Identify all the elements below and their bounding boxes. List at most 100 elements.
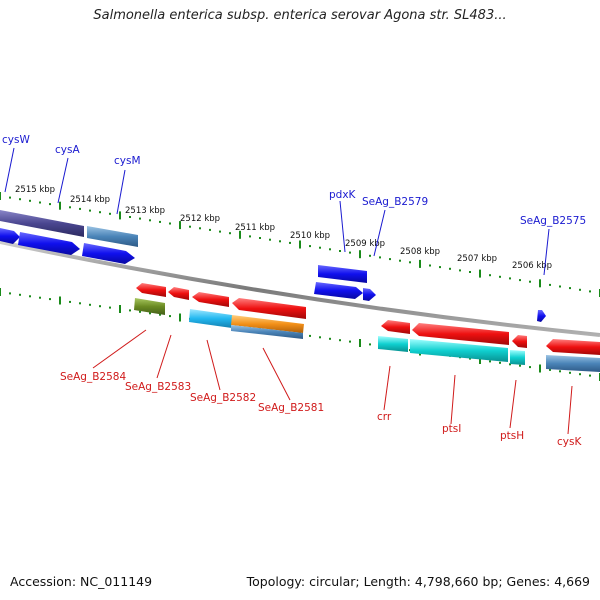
label-SeAg_B2575[interactable]: SeAg_B2575 [520,215,586,227]
gene-red-3[interactable] [192,292,229,307]
minor-tick [279,240,281,243]
minor-tick [209,228,211,231]
minor-tick [9,292,11,295]
label-SeAg_B2579[interactable]: SeAg_B2579 [362,196,428,208]
minor-tick [19,198,21,201]
tick-label: 2510 kbp [290,231,330,241]
label-SeAg_B2584[interactable]: SeAg_B2584 [60,371,126,383]
gene-cysW[interactable] [0,210,84,237]
minor-tick [389,258,391,261]
tick-label: 2511 kbp [235,223,275,233]
gene-ptsI[interactable] [410,339,508,362]
gene-SeAg_B2581[interactable] [231,315,304,333]
gene-SeAg_B2575[interactable] [537,310,546,322]
minor-tick [449,267,451,270]
label-ptsI[interactable]: ptsI [442,423,461,435]
label-cysK[interactable]: cysK [557,436,582,448]
gene-red-2[interactable] [168,287,189,300]
major-tick [479,269,481,278]
major-tick [299,240,301,249]
minor-tick [549,283,551,286]
gene-red-6[interactable] [412,323,509,345]
gene-cysM[interactable] [87,226,138,247]
minor-tick [549,368,551,371]
bottom-leader-lines [92,329,573,435]
minor-tick [469,271,471,273]
minor-tick [429,264,431,267]
label-cysW[interactable]: cysW [2,134,30,146]
gene-SeAg_B2581-b[interactable] [231,325,303,339]
major-tick [59,201,61,210]
label-pdxK[interactable]: pdxK [329,189,357,201]
minor-tick [199,227,201,230]
major-tick [539,364,541,373]
gene-crr[interactable] [378,336,408,352]
minor-tick [509,277,511,280]
minor-tick [229,232,231,235]
minor-tick [99,305,101,308]
reverse-genes [134,283,600,372]
gene-cysM-fwd-strand[interactable] [82,243,135,264]
minor-tick [129,309,131,312]
gene-red-4[interactable] [232,298,306,319]
major-tick [179,313,181,322]
minor-tick [129,216,131,218]
gene-cysA[interactable] [18,232,80,255]
minor-tick [369,254,371,257]
tick-label: 2512 kbp [180,214,220,224]
gene-small-fwd[interactable] [363,288,376,301]
genome-title: Salmonella enterica subsp. enterica sero… [93,8,507,23]
minor-tick [579,373,581,376]
gene-pdxK[interactable] [318,265,367,283]
major-tick [0,288,1,296]
gene-red-7[interactable] [512,335,527,348]
gene-SeAg_B2579[interactable] [314,282,363,299]
major-tick [119,211,121,220]
minor-tick [39,296,41,299]
gene-SeAg_B2584[interactable] [134,298,165,315]
gene-red-1[interactable] [136,283,166,297]
minor-tick [509,363,511,366]
minor-tick [459,269,461,272]
label-cysM[interactable]: cysM [114,155,141,167]
minor-tick [589,374,591,377]
major-tick [239,230,241,239]
minor-tick [349,251,351,254]
minor-tick [309,334,311,337]
minor-tick [569,287,571,290]
minor-tick [29,199,31,202]
label-SeAg_B2581[interactable]: SeAg_B2581 [258,402,324,414]
gene-red-8[interactable] [546,339,600,355]
minor-tick [499,275,501,278]
major-tick [119,305,121,313]
minor-tick [89,303,91,306]
label-cysA[interactable]: cysA [55,144,80,156]
tick-label: 2507 kbp [457,254,497,264]
gene-SeAg_B2582[interactable] [189,309,232,328]
minor-tick [519,364,521,367]
label-crr[interactable]: crr [377,411,392,423]
minor-tick [69,300,71,303]
label-SeAg_B2582[interactable]: SeAg_B2582 [190,392,256,404]
gene-cysW-fwd-strand[interactable] [0,228,20,244]
minor-tick [169,222,171,225]
gene-ptsH[interactable] [510,350,525,365]
minor-tick [19,293,21,296]
label-SeAg_B2583[interactable]: SeAg_B2583 [125,381,191,393]
tick-label: 2506 kbp [512,261,552,271]
minor-tick [269,238,271,241]
minor-tick [79,207,81,210]
minor-tick [29,295,31,298]
top-gene-labels: cysW cysA cysM pdxK SeAg_B2579 SeAg_B257… [2,134,586,227]
minor-tick [309,245,311,248]
tick-label: 2508 kbp [400,247,440,257]
label-ptsH[interactable]: ptsH [500,430,524,442]
minor-tick [559,370,561,373]
forward-genes [0,210,546,322]
minor-tick [339,339,341,342]
gene-cysK[interactable] [546,355,600,372]
minor-tick [349,340,351,343]
minor-tick [559,285,561,288]
gene-red-5[interactable] [381,320,410,334]
